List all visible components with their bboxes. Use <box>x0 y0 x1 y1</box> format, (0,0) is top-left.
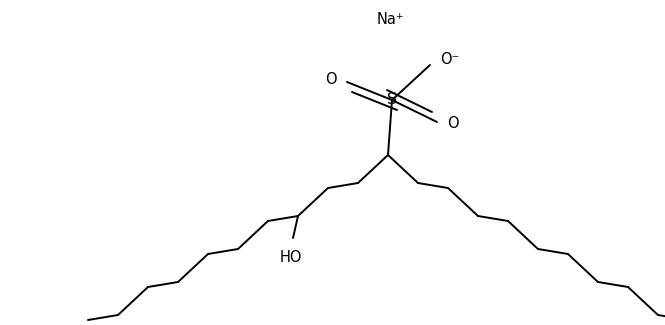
Text: O: O <box>325 72 337 87</box>
Text: O: O <box>447 116 459 132</box>
Text: S: S <box>387 93 397 108</box>
Text: O⁻: O⁻ <box>440 53 460 68</box>
Text: HO: HO <box>280 250 303 265</box>
Text: Na⁺: Na⁺ <box>376 12 404 28</box>
